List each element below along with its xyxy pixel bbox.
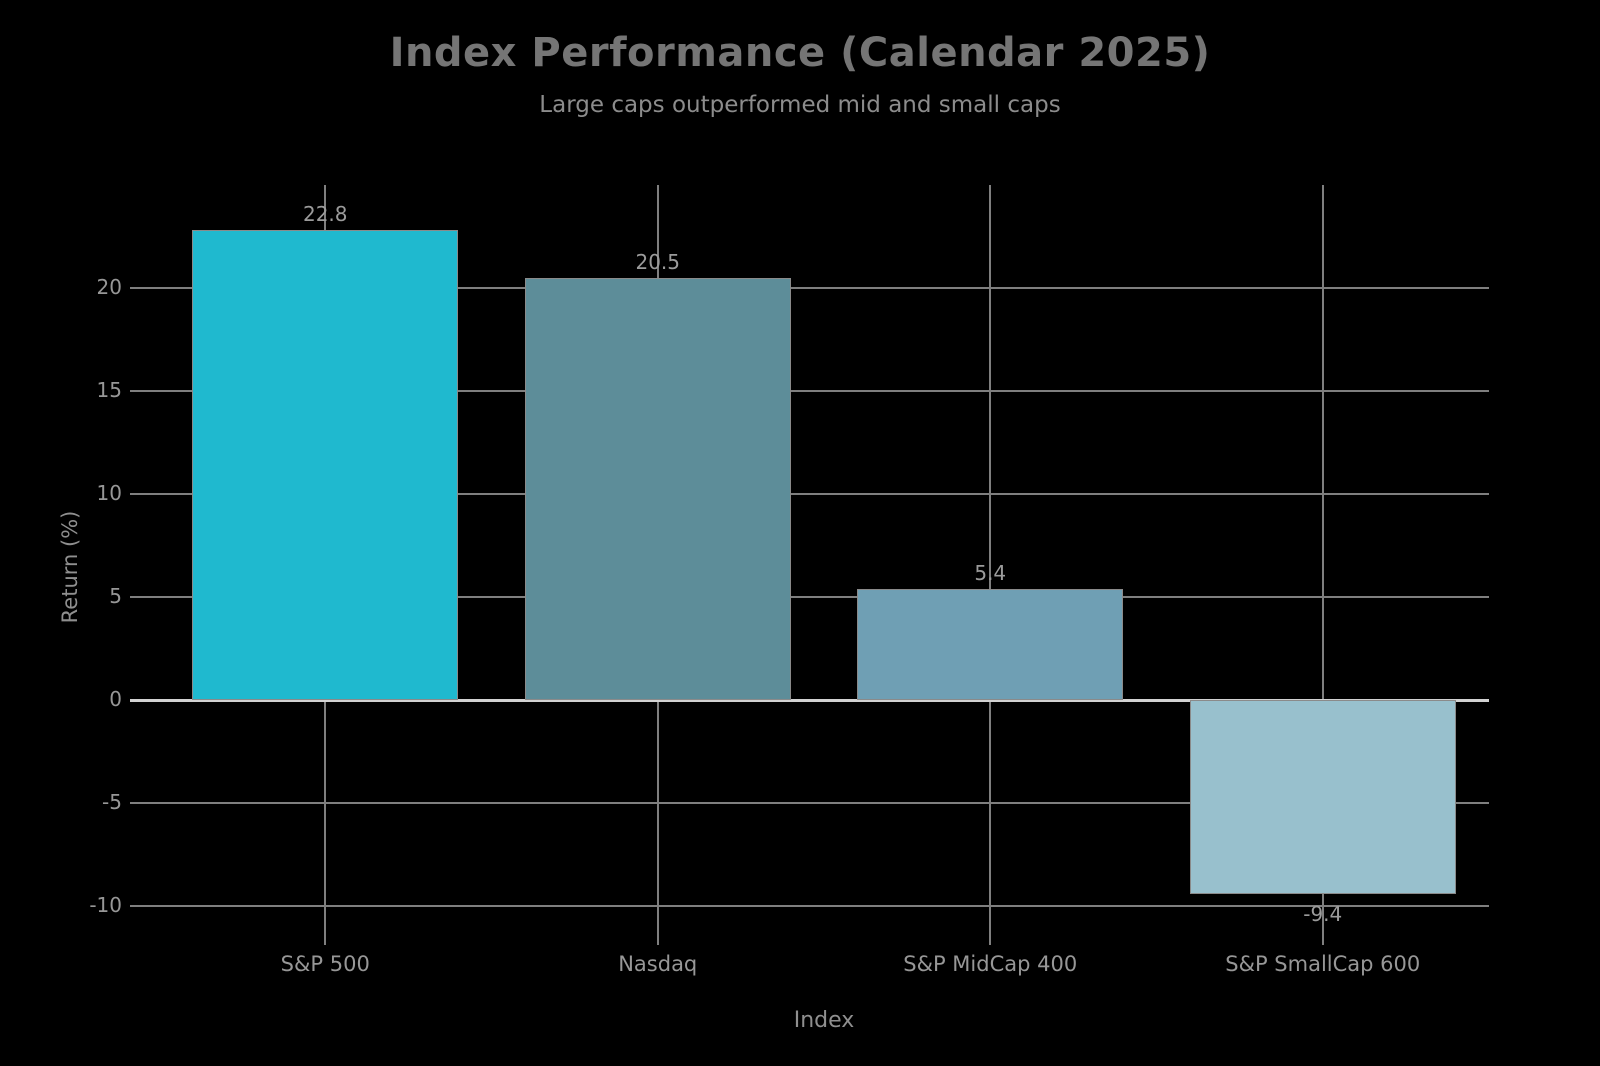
- x-tick-label: S&P MidCap 400: [903, 952, 1078, 976]
- x-tick-label: S&P SmallCap 600: [1225, 952, 1421, 976]
- y-tick-label: -10: [89, 893, 122, 917]
- y-tick-label: 10: [96, 481, 122, 505]
- bar-value-label: 20.5: [635, 249, 681, 274]
- gridline-h: [130, 802, 1489, 804]
- gridline-h: [130, 596, 1489, 598]
- y-tick-label: 15: [96, 378, 122, 402]
- gridline-h: [130, 287, 1489, 289]
- bar-value-label: -9.4: [1303, 901, 1343, 926]
- gridline-h: [130, 493, 1489, 495]
- x-tick-label: Nasdaq: [618, 952, 698, 976]
- bar-value-label: 5.4: [974, 560, 1007, 585]
- y-tick-label: -5: [102, 790, 122, 814]
- x-tick-mark: [324, 912, 327, 945]
- x-tick-mark: [1321, 912, 1324, 945]
- y-tick-label: 20: [96, 275, 122, 299]
- gridline-v: [989, 185, 992, 912]
- gridline-h: [130, 390, 1489, 392]
- gridline-v: [1321, 185, 1324, 912]
- gridline-h: [130, 905, 1489, 907]
- zero-gridline: [130, 699, 1489, 702]
- bar-s-p-smallcap-600: [1189, 700, 1456, 894]
- chart-subtitle: Large caps outperformed mid and small ca…: [539, 92, 1061, 118]
- y-tick-label: 0: [109, 687, 122, 711]
- x-axis-title: Index: [793, 1008, 855, 1033]
- y-tick-label: 5: [109, 584, 122, 608]
- x-tick-label: S&P 500: [280, 952, 370, 976]
- x-tick-mark: [989, 912, 992, 945]
- bar-value-label: 22.8: [302, 202, 348, 227]
- bar-s-p-500: [192, 230, 459, 700]
- bar-nasdaq: [524, 277, 791, 700]
- x-tick-mark: [656, 912, 659, 945]
- chart-title: Index Performance (Calendar 2025): [389, 30, 1211, 76]
- bar-s-p-midcap-400: [857, 588, 1124, 700]
